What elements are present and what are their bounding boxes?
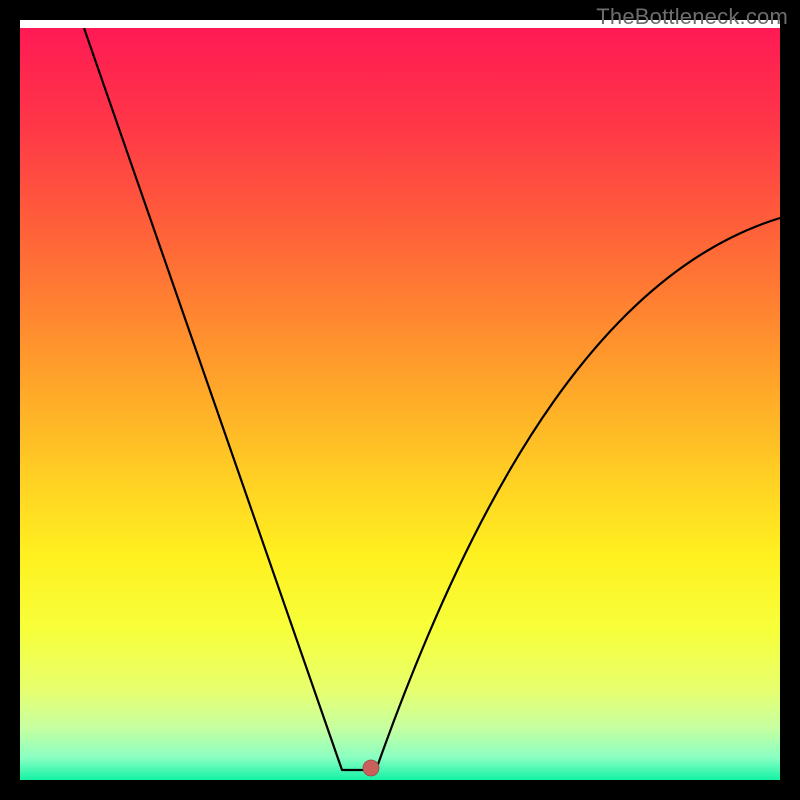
optimal-point-marker xyxy=(363,760,379,776)
bottleneck-chart xyxy=(0,0,800,800)
watermark-text: TheBottleneck.com xyxy=(596,4,788,30)
gradient-background xyxy=(20,28,780,780)
chart-frame: TheBottleneck.com xyxy=(0,0,800,800)
